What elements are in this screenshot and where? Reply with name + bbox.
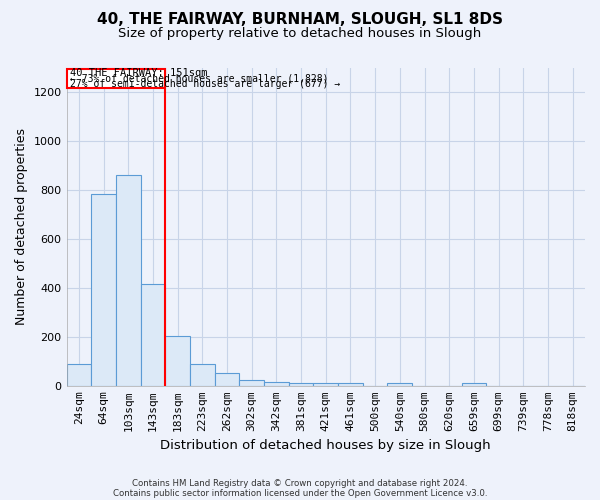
X-axis label: Distribution of detached houses by size in Slough: Distribution of detached houses by size … bbox=[160, 440, 491, 452]
Text: Contains HM Land Registry data © Crown copyright and database right 2024.: Contains HM Land Registry data © Crown c… bbox=[132, 478, 468, 488]
Text: 40 THE FAIRWAY: 151sqm: 40 THE FAIRWAY: 151sqm bbox=[70, 68, 208, 78]
Bar bbox=[461, 384, 486, 386]
Bar bbox=[264, 382, 289, 386]
Bar bbox=[190, 364, 215, 386]
Text: Contains public sector information licensed under the Open Government Licence v3: Contains public sector information licen… bbox=[113, 488, 487, 498]
Text: 40, THE FAIRWAY, BURNHAM, SLOUGH, SL1 8DS: 40, THE FAIRWAY, BURNHAM, SLOUGH, SL1 8D… bbox=[97, 12, 503, 28]
Bar bbox=[140, 284, 165, 386]
Bar bbox=[67, 68, 165, 88]
Bar bbox=[91, 194, 116, 386]
Bar bbox=[239, 380, 264, 386]
Text: Size of property relative to detached houses in Slough: Size of property relative to detached ho… bbox=[118, 28, 482, 40]
Bar bbox=[338, 384, 363, 386]
Bar bbox=[388, 384, 412, 386]
Bar bbox=[165, 336, 190, 386]
Text: 27% of semi-detached houses are larger (677) →: 27% of semi-detached houses are larger (… bbox=[70, 79, 340, 89]
Bar bbox=[313, 384, 338, 386]
Bar bbox=[67, 364, 91, 386]
Text: ← 73% of detached houses are smaller (1,828): ← 73% of detached houses are smaller (1,… bbox=[70, 74, 329, 84]
Bar bbox=[289, 382, 313, 386]
Bar bbox=[215, 373, 239, 386]
Bar bbox=[116, 175, 140, 386]
Y-axis label: Number of detached properties: Number of detached properties bbox=[15, 128, 28, 325]
